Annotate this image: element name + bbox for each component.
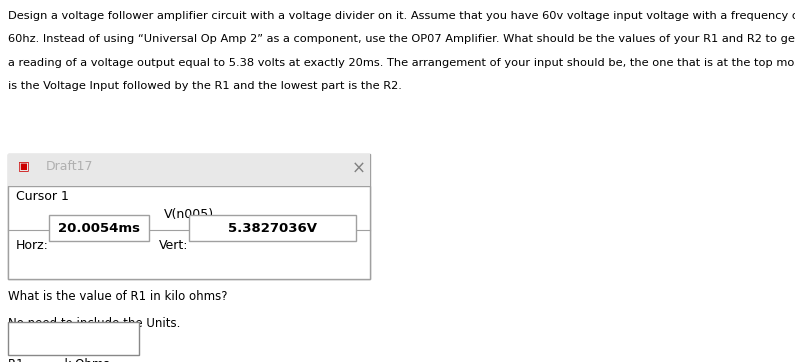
Text: Vert:: Vert: [159, 239, 188, 252]
Text: Design a voltage follower amplifier circuit with a voltage divider on it. Assume: Design a voltage follower amplifier circ… [8, 11, 795, 21]
FancyBboxPatch shape [49, 215, 149, 241]
Text: No need to include the Units.: No need to include the Units. [8, 317, 180, 330]
Text: 20.0054ms: 20.0054ms [58, 222, 140, 235]
Text: Cursor 1: Cursor 1 [16, 190, 69, 203]
Text: a reading of a voltage output equal to 5.38 volts at exactly 20ms. The arrangeme: a reading of a voltage output equal to 5… [8, 58, 795, 68]
Text: Draft17: Draft17 [46, 160, 94, 173]
FancyBboxPatch shape [8, 154, 370, 186]
FancyBboxPatch shape [189, 215, 356, 241]
FancyBboxPatch shape [8, 186, 370, 279]
Text: 60hz. Instead of using “Universal Op Amp 2” as a component, use the OP07 Amplifi: 60hz. Instead of using “Universal Op Amp… [8, 34, 795, 45]
Text: Horz:: Horz: [16, 239, 48, 252]
Text: is the Voltage Input followed by the R1 and the lowest part is the R2.: is the Voltage Input followed by the R1 … [8, 81, 401, 92]
FancyBboxPatch shape [8, 322, 139, 355]
Text: What is the value of R1 in kilo ohms?: What is the value of R1 in kilo ohms? [8, 290, 227, 303]
Text: ▣: ▣ [18, 160, 30, 173]
Text: ×: × [352, 160, 366, 178]
Text: V(n005): V(n005) [164, 208, 214, 221]
Text: R1 = ____k Ohms: R1 = ____k Ohms [8, 357, 110, 362]
Text: 5.3827036V: 5.3827036V [228, 222, 317, 235]
FancyBboxPatch shape [8, 154, 370, 279]
